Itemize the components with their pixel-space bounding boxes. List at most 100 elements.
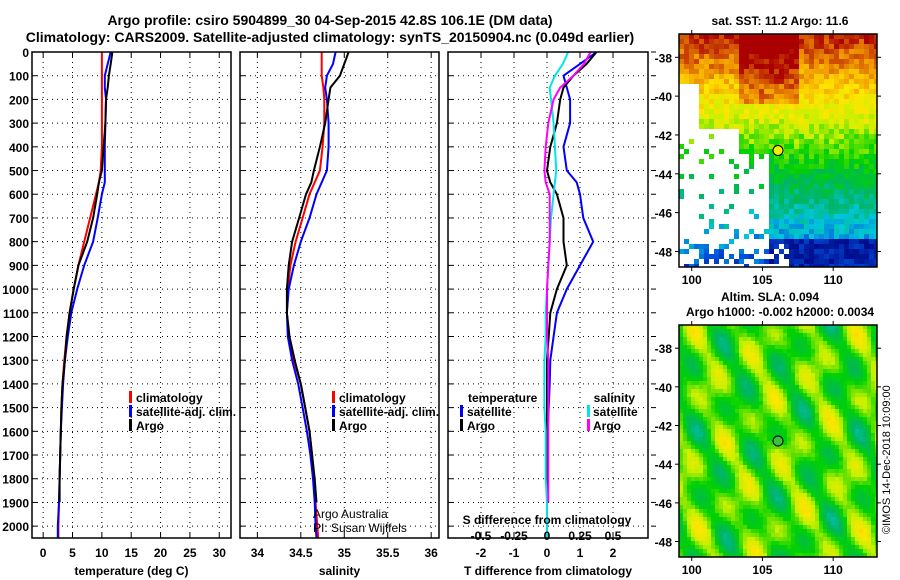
map-cell xyxy=(851,449,855,453)
map-cell xyxy=(739,377,743,381)
map-cell xyxy=(791,421,795,425)
map-cell xyxy=(771,397,775,401)
map-cell xyxy=(787,325,791,329)
map-cell xyxy=(867,353,871,357)
map-cell xyxy=(799,513,803,517)
map-cell xyxy=(779,385,783,389)
map-cell xyxy=(839,521,843,525)
map-cell xyxy=(744,134,749,139)
map-cell xyxy=(694,44,699,49)
map-cell xyxy=(839,59,844,64)
map-cell xyxy=(789,259,794,264)
map-cell xyxy=(695,485,699,489)
credit-text: Argo Australia xyxy=(313,507,388,521)
map-cell xyxy=(759,381,763,385)
map-cell xyxy=(719,69,724,74)
map-cell xyxy=(775,325,779,329)
map-cell xyxy=(807,529,811,533)
map-cell xyxy=(767,441,771,445)
map-cell xyxy=(695,381,699,385)
map-cell xyxy=(791,461,795,465)
map-cell xyxy=(869,204,874,209)
map-cell xyxy=(727,445,731,449)
map-cell xyxy=(763,449,767,453)
map-cell xyxy=(863,485,867,489)
map-cell xyxy=(844,179,849,184)
map-cell xyxy=(754,54,759,59)
map-cell xyxy=(799,545,803,549)
map-cell xyxy=(804,169,809,174)
map-cell xyxy=(735,453,739,457)
x-tick-label: 1 xyxy=(577,546,584,560)
map-cell xyxy=(751,545,755,549)
map-cell xyxy=(827,457,831,461)
map-cell xyxy=(719,449,723,453)
map-cell xyxy=(743,517,747,521)
map-cell xyxy=(731,545,735,549)
map-cell xyxy=(794,179,799,184)
map-cell xyxy=(829,114,834,119)
map-cell xyxy=(851,337,855,341)
map-cell xyxy=(863,477,867,481)
map-cell xyxy=(679,549,683,553)
map-cell xyxy=(751,525,755,529)
map-cell xyxy=(774,244,779,249)
map-cell xyxy=(874,104,877,109)
map-cell xyxy=(691,489,695,493)
map-cell xyxy=(711,529,715,533)
map-cell xyxy=(819,109,824,114)
map-cell xyxy=(779,189,784,194)
map-cell xyxy=(775,405,779,409)
map-cell xyxy=(711,353,715,357)
map-cell xyxy=(804,109,809,114)
map-cell xyxy=(747,361,751,365)
map-cell xyxy=(719,525,723,529)
map-cell xyxy=(771,413,775,417)
map-cell xyxy=(743,465,747,469)
map-cell xyxy=(779,413,783,417)
map-cell xyxy=(691,493,695,497)
map-cell xyxy=(743,417,747,421)
map-cell xyxy=(743,437,747,441)
map-cell xyxy=(875,525,877,529)
map-cell xyxy=(683,489,687,493)
map-cell xyxy=(774,234,779,239)
map-cell xyxy=(764,249,769,254)
map-cell xyxy=(851,537,855,541)
map-cell xyxy=(779,501,783,505)
map-cell xyxy=(749,44,754,49)
map-cell xyxy=(795,377,799,381)
map-cell xyxy=(779,393,783,397)
map-cell xyxy=(787,341,791,345)
map-cell xyxy=(711,445,715,449)
map-cell xyxy=(704,74,709,79)
map-cell xyxy=(719,477,723,481)
map-cell xyxy=(847,465,851,469)
map-cell xyxy=(739,369,743,373)
map-cell xyxy=(807,417,811,421)
map-cell xyxy=(774,74,779,79)
map-cell xyxy=(811,401,815,405)
map-cell xyxy=(851,413,855,417)
map-cell xyxy=(831,529,835,533)
map-cell xyxy=(707,337,711,341)
map-cell xyxy=(743,477,747,481)
map-cell xyxy=(707,381,711,385)
map-cell xyxy=(843,429,847,433)
map-cell xyxy=(804,79,809,84)
map-cell xyxy=(849,79,854,84)
map-cell xyxy=(864,179,869,184)
map-cell xyxy=(795,525,799,529)
map-cell xyxy=(783,405,787,409)
map-cell xyxy=(739,537,743,541)
map-cell xyxy=(727,481,731,485)
map-cell xyxy=(794,159,799,164)
map-cell xyxy=(831,413,835,417)
map-cell xyxy=(849,259,854,264)
map-cell xyxy=(871,445,875,449)
map-cell xyxy=(727,553,731,557)
map-cell xyxy=(809,254,814,259)
map-cell xyxy=(729,64,734,69)
map-cell xyxy=(835,477,839,481)
map-cell xyxy=(815,413,819,417)
